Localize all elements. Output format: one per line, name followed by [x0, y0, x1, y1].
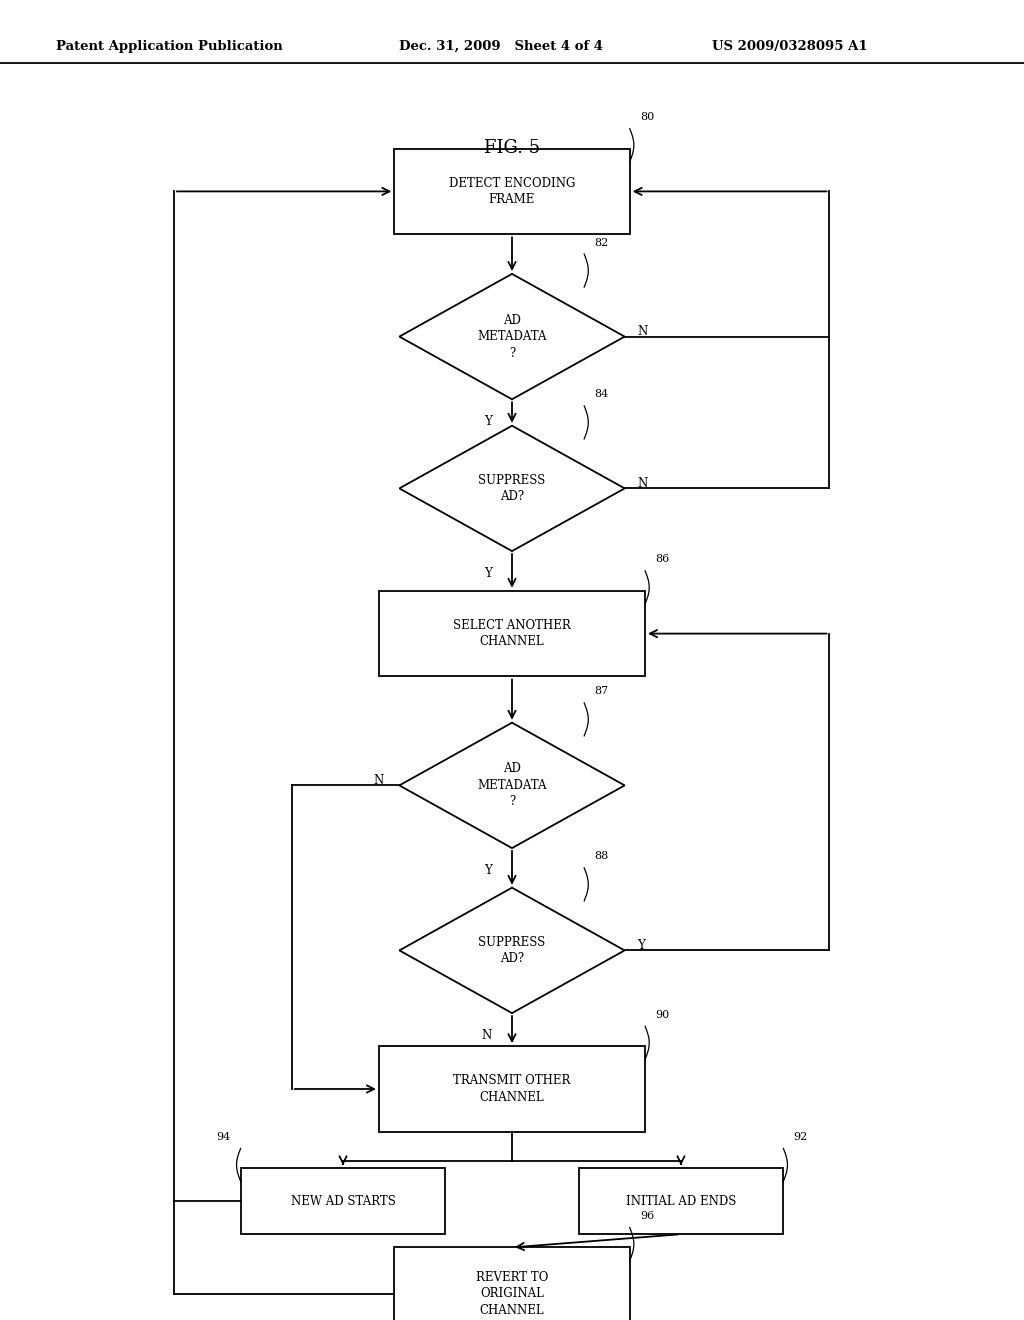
Text: US 2009/0328095 A1: US 2009/0328095 A1 — [712, 40, 867, 53]
FancyBboxPatch shape — [379, 1045, 645, 1133]
Text: Y: Y — [483, 414, 492, 428]
FancyBboxPatch shape — [394, 1247, 630, 1320]
Text: 82: 82 — [594, 238, 608, 248]
Text: AD
METADATA
?: AD METADATA ? — [477, 763, 547, 808]
Text: 92: 92 — [794, 1131, 808, 1142]
FancyBboxPatch shape — [241, 1168, 445, 1234]
Text: N: N — [374, 774, 384, 787]
Text: REVERT TO
ORIGINAL
CHANNEL: REVERT TO ORIGINAL CHANNEL — [476, 1271, 548, 1316]
Text: 94: 94 — [216, 1131, 230, 1142]
Text: Y: Y — [483, 863, 492, 876]
Text: 84: 84 — [594, 389, 608, 399]
FancyBboxPatch shape — [379, 591, 645, 676]
Text: TRANSMIT OTHER
CHANNEL: TRANSMIT OTHER CHANNEL — [454, 1074, 570, 1104]
Text: FIG. 5: FIG. 5 — [484, 139, 540, 157]
Polygon shape — [399, 425, 625, 552]
Text: N: N — [637, 325, 647, 338]
Text: N: N — [481, 1030, 492, 1041]
Polygon shape — [399, 275, 625, 399]
FancyBboxPatch shape — [579, 1168, 783, 1234]
Text: NEW AD STARTS: NEW AD STARTS — [291, 1195, 395, 1208]
Text: 90: 90 — [655, 1010, 670, 1019]
Text: Y: Y — [637, 939, 645, 952]
Text: SUPPRESS
AD?: SUPPRESS AD? — [478, 936, 546, 965]
Text: Y: Y — [483, 568, 492, 579]
Text: AD
METADATA
?: AD METADATA ? — [477, 314, 547, 359]
Text: SELECT ANOTHER
CHANNEL: SELECT ANOTHER CHANNEL — [454, 619, 570, 648]
Text: N: N — [637, 477, 647, 490]
Text: 88: 88 — [594, 851, 608, 861]
Text: INITIAL AD ENDS: INITIAL AD ENDS — [626, 1195, 736, 1208]
Text: 80: 80 — [640, 112, 654, 123]
Text: Dec. 31, 2009   Sheet 4 of 4: Dec. 31, 2009 Sheet 4 of 4 — [399, 40, 603, 53]
Text: Patent Application Publication: Patent Application Publication — [56, 40, 283, 53]
Polygon shape — [399, 887, 625, 1014]
Text: 96: 96 — [640, 1210, 654, 1221]
Polygon shape — [399, 722, 625, 847]
Text: DETECT ENCODING
FRAME: DETECT ENCODING FRAME — [449, 177, 575, 206]
Text: 87: 87 — [594, 686, 608, 697]
FancyBboxPatch shape — [394, 149, 630, 235]
Text: SUPPRESS
AD?: SUPPRESS AD? — [478, 474, 546, 503]
Text: 86: 86 — [655, 554, 670, 565]
